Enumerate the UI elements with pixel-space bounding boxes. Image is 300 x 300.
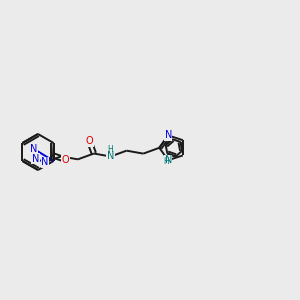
Text: H: H: [108, 145, 113, 154]
Text: N: N: [165, 130, 172, 140]
Text: H: H: [164, 158, 169, 166]
Text: N: N: [107, 152, 114, 161]
Text: N: N: [165, 155, 172, 165]
Text: N: N: [41, 157, 49, 167]
Text: N: N: [30, 144, 37, 154]
Text: O: O: [61, 155, 69, 165]
Text: O: O: [85, 136, 93, 146]
Text: N: N: [32, 154, 39, 164]
